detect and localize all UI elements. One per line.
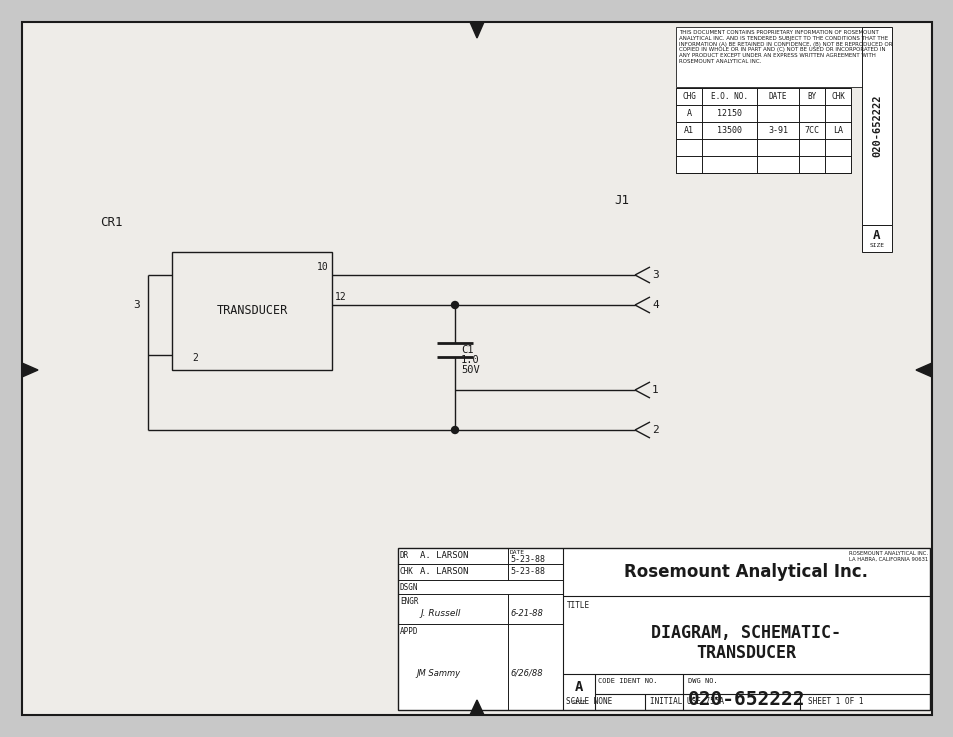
Circle shape	[451, 301, 458, 309]
Text: 2: 2	[192, 353, 197, 363]
Text: 020-652222: 020-652222	[687, 691, 804, 710]
Text: CODE IDENT NO.: CODE IDENT NO.	[598, 678, 657, 684]
Text: E.O. NO.: E.O. NO.	[710, 92, 747, 101]
Text: DIAGRAM, SCHEMATIC-
TRANSDUCER: DIAGRAM, SCHEMATIC- TRANSDUCER	[651, 624, 841, 663]
Text: TRANSDUCER: TRANSDUCER	[216, 304, 287, 318]
Text: SCALE NONE: SCALE NONE	[565, 697, 612, 706]
Text: 50V: 50V	[460, 365, 479, 375]
Text: JM Sammy: JM Sammy	[416, 668, 459, 677]
Text: C1: C1	[460, 345, 473, 355]
Text: 3: 3	[651, 270, 659, 280]
Text: A: A	[872, 228, 880, 242]
Text: DATE: DATE	[768, 92, 786, 101]
Text: A. LARSON: A. LARSON	[419, 567, 468, 576]
Polygon shape	[470, 700, 483, 715]
Bar	[862, 225, 891, 252]
Text: 6-21-88: 6-21-88	[510, 609, 542, 618]
Text: J. Russell: J. Russell	[419, 609, 460, 618]
Text: 10: 10	[317, 262, 329, 272]
Text: CHK: CHK	[830, 92, 844, 101]
Bar	[172, 252, 332, 370]
Polygon shape	[470, 22, 483, 38]
Text: ROSEMOUNT ANALYTICAL INC.
LA HABRA, CALIFORNIA 90631: ROSEMOUNT ANALYTICAL INC. LA HABRA, CALI…	[848, 551, 927, 562]
Text: 1.0: 1.0	[460, 355, 479, 365]
Text: CHK: CHK	[399, 567, 414, 576]
Text: DWG NO.: DWG NO.	[687, 678, 717, 684]
Text: 3: 3	[133, 300, 140, 310]
Text: THIS DOCUMENT CONTAINS PROPRIETARY INFORMATION OF ROSEMOUNT
ANALYTICAL INC. AND : THIS DOCUMENT CONTAINS PROPRIETARY INFOR…	[679, 30, 892, 64]
Text: DSGN: DSGN	[399, 582, 418, 592]
Text: ENGR: ENGR	[399, 598, 418, 607]
Text: INITIAL USE 755A: INITIAL USE 755A	[649, 697, 723, 706]
Text: 3-91: 3-91	[767, 126, 787, 135]
Text: 020-652222: 020-652222	[871, 95, 882, 157]
Text: 5-23-88: 5-23-88	[510, 567, 544, 576]
Text: 7CC: 7CC	[803, 126, 819, 135]
Text: 12150: 12150	[717, 109, 741, 118]
Bar	[397, 548, 929, 710]
Text: 1: 1	[651, 385, 659, 395]
Text: 13500: 13500	[717, 126, 741, 135]
Text: SIZE: SIZE	[868, 242, 883, 248]
Text: DATE: DATE	[510, 551, 524, 556]
Text: CR1: CR1	[100, 215, 122, 228]
Text: A1: A1	[683, 126, 693, 135]
Text: 4: 4	[651, 300, 659, 310]
Text: 2: 2	[651, 425, 659, 435]
Text: TITLE: TITLE	[566, 601, 590, 609]
Bar	[676, 88, 850, 173]
Text: SIZE: SIZE	[571, 700, 586, 705]
Text: 6/26/88: 6/26/88	[510, 668, 542, 677]
Polygon shape	[22, 363, 38, 377]
Text: SHEET 1 OF 1: SHEET 1 OF 1	[807, 697, 862, 706]
Text: A: A	[575, 680, 582, 694]
Text: A. LARSON: A. LARSON	[419, 551, 468, 561]
Text: Rosemount Analytical Inc.: Rosemount Analytical Inc.	[624, 563, 867, 581]
Polygon shape	[915, 363, 931, 377]
Text: DR: DR	[399, 551, 409, 561]
Text: LA: LA	[832, 126, 842, 135]
Text: A: A	[686, 109, 691, 118]
Text: APPD: APPD	[399, 627, 418, 637]
Text: J1: J1	[614, 194, 628, 206]
Circle shape	[451, 427, 458, 433]
Bar	[862, 27, 891, 225]
Bar	[676, 27, 863, 87]
Text: 5-23-88: 5-23-88	[510, 556, 544, 565]
Text: CHG: CHG	[681, 92, 695, 101]
Text: BY: BY	[806, 92, 816, 101]
Text: 12: 12	[335, 292, 346, 302]
